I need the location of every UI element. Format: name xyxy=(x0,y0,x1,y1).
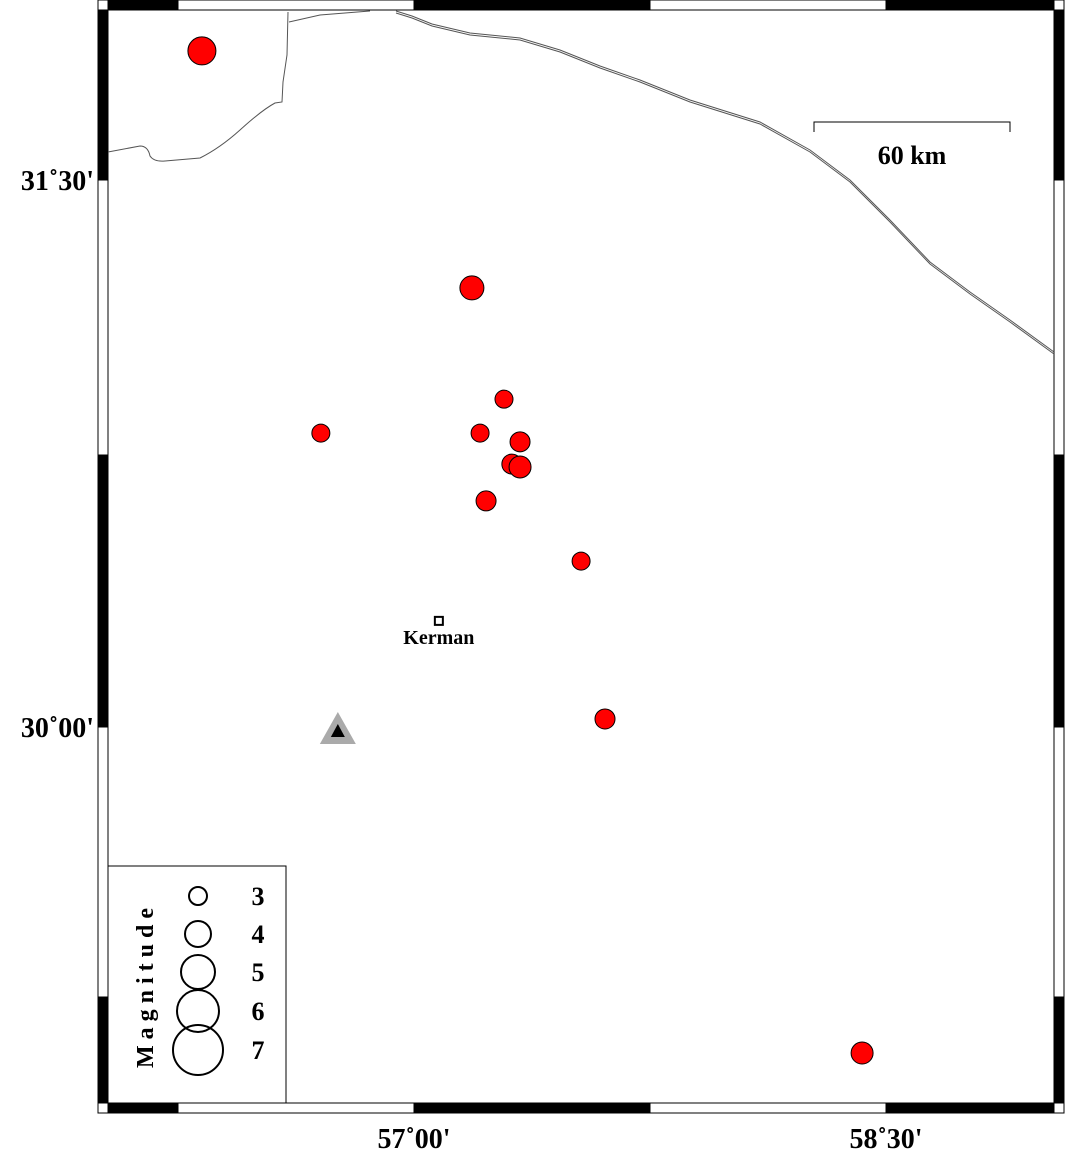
legend-circle-icon xyxy=(172,1024,224,1076)
frame-segment xyxy=(1053,454,1065,728)
frame-segment xyxy=(1053,179,1065,456)
earthquake-event xyxy=(475,490,497,512)
frame-segment xyxy=(97,9,109,181)
legend: Magnitude 3 4 5 6 7 xyxy=(107,865,287,1104)
longitude-tick-label: 58˚30' xyxy=(849,1124,922,1151)
frame-segment xyxy=(413,0,651,11)
earthquake-event xyxy=(187,36,217,66)
province-boundaries xyxy=(107,10,1055,355)
frame-segment xyxy=(1053,9,1065,181)
boundary-line xyxy=(107,11,289,162)
city-label: Kerman xyxy=(403,627,474,649)
boundary-line xyxy=(288,10,371,23)
frame-segment xyxy=(1053,996,1065,1104)
scale-bar xyxy=(813,121,1011,132)
legend-circle-icon xyxy=(176,989,220,1033)
frame-segment xyxy=(649,1102,887,1114)
earthquake-event xyxy=(509,431,531,453)
legend-label: 6 xyxy=(252,997,265,1026)
frame-segment xyxy=(1053,726,1065,998)
frame-segment xyxy=(885,1102,1055,1114)
legend-circle-icon xyxy=(184,920,212,948)
frame-segment xyxy=(885,0,1055,11)
earthquake-event xyxy=(508,455,532,479)
frame-segment xyxy=(97,454,109,728)
latitude-tick-label: 31˚30' xyxy=(21,166,94,197)
legend-label: 4 xyxy=(252,920,265,949)
earthquake-event xyxy=(571,551,591,571)
station-triangle-icon xyxy=(319,712,356,745)
frame-segment xyxy=(413,1102,651,1114)
legend-circle-icon xyxy=(188,886,208,906)
boundary-line xyxy=(395,10,1055,353)
city-square-icon xyxy=(433,615,444,626)
frame-segment xyxy=(107,1102,179,1114)
longitude-tick-label: 57˚00' xyxy=(377,1124,450,1151)
legend-label: 7 xyxy=(252,1036,265,1065)
frame-segment xyxy=(649,0,887,11)
earthquake-event xyxy=(459,275,485,301)
scale-bar-label: 60 km xyxy=(878,141,947,170)
frame-segment xyxy=(97,996,109,1104)
frame-segment xyxy=(177,0,415,11)
legend-title: Magnitude xyxy=(133,902,159,1068)
latitude-tick-label: 30˚00' xyxy=(21,713,94,744)
earthquake-events xyxy=(187,36,874,1065)
earthquake-event xyxy=(594,708,616,730)
legend-label: 3 xyxy=(252,882,265,911)
frame-segment xyxy=(97,179,109,456)
earthquake-event xyxy=(494,389,514,409)
earthquake-event xyxy=(311,423,331,443)
city-marker: Kerman xyxy=(403,615,474,649)
boundary-line xyxy=(395,12,1055,355)
earthquake-event xyxy=(470,423,490,443)
frame-segment xyxy=(107,0,179,11)
legend-label: 5 xyxy=(252,958,265,987)
frame-segment xyxy=(97,726,109,998)
frame-segment xyxy=(177,1102,415,1114)
earthquake-event xyxy=(850,1041,874,1065)
